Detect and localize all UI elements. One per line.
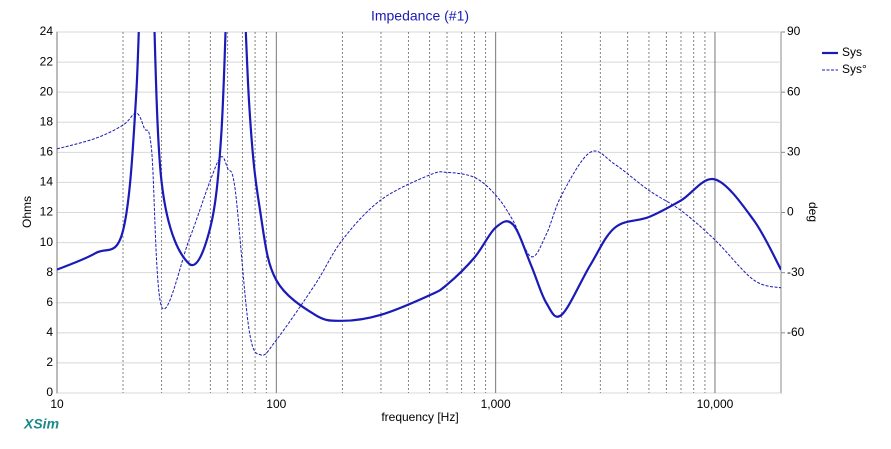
legend-label: Sys	[842, 45, 862, 59]
chart-title: Impedance (#1)	[371, 8, 469, 24]
y-tick-label: 18	[40, 114, 54, 128]
y-tick-label: 12	[40, 205, 54, 219]
x-tick-label: 10	[50, 397, 64, 411]
y2-tick-label: -30	[787, 265, 805, 279]
y-tick-label: 2	[46, 355, 53, 369]
y-tick-label: 10	[40, 235, 54, 249]
y-tick-label: 6	[46, 295, 53, 309]
series-line	[57, 32, 781, 322]
y2-tick-label: 30	[787, 145, 801, 159]
y-tick-label: 0	[46, 385, 53, 399]
y-tick-label: 24	[40, 24, 54, 38]
x-tick-label: 10,000	[697, 397, 734, 411]
y-axis-label: Ohms	[20, 196, 34, 228]
brand: XSim	[23, 416, 59, 432]
y-tick-label: 8	[46, 265, 53, 279]
y-tick-label: 22	[40, 54, 54, 68]
y2-tick-label: 60	[787, 84, 801, 98]
legend-label: Sys°	[842, 62, 867, 76]
y-tick-label: 20	[40, 84, 54, 98]
y2-tick-label: -60	[787, 325, 805, 339]
series-line	[57, 112, 781, 356]
x-tick-label: 100	[266, 397, 286, 411]
y-tick-label: 16	[40, 145, 54, 159]
y-tick-label: 4	[46, 325, 53, 339]
y2-tick-label: 90	[787, 24, 801, 38]
y-tick-label: 14	[40, 175, 54, 189]
x-tick-label: 1,000	[481, 397, 511, 411]
x-axis-label: frequency [Hz]	[381, 410, 458, 424]
y2-axis-label: deg	[806, 202, 820, 222]
y2-tick-label: 0	[787, 205, 794, 219]
